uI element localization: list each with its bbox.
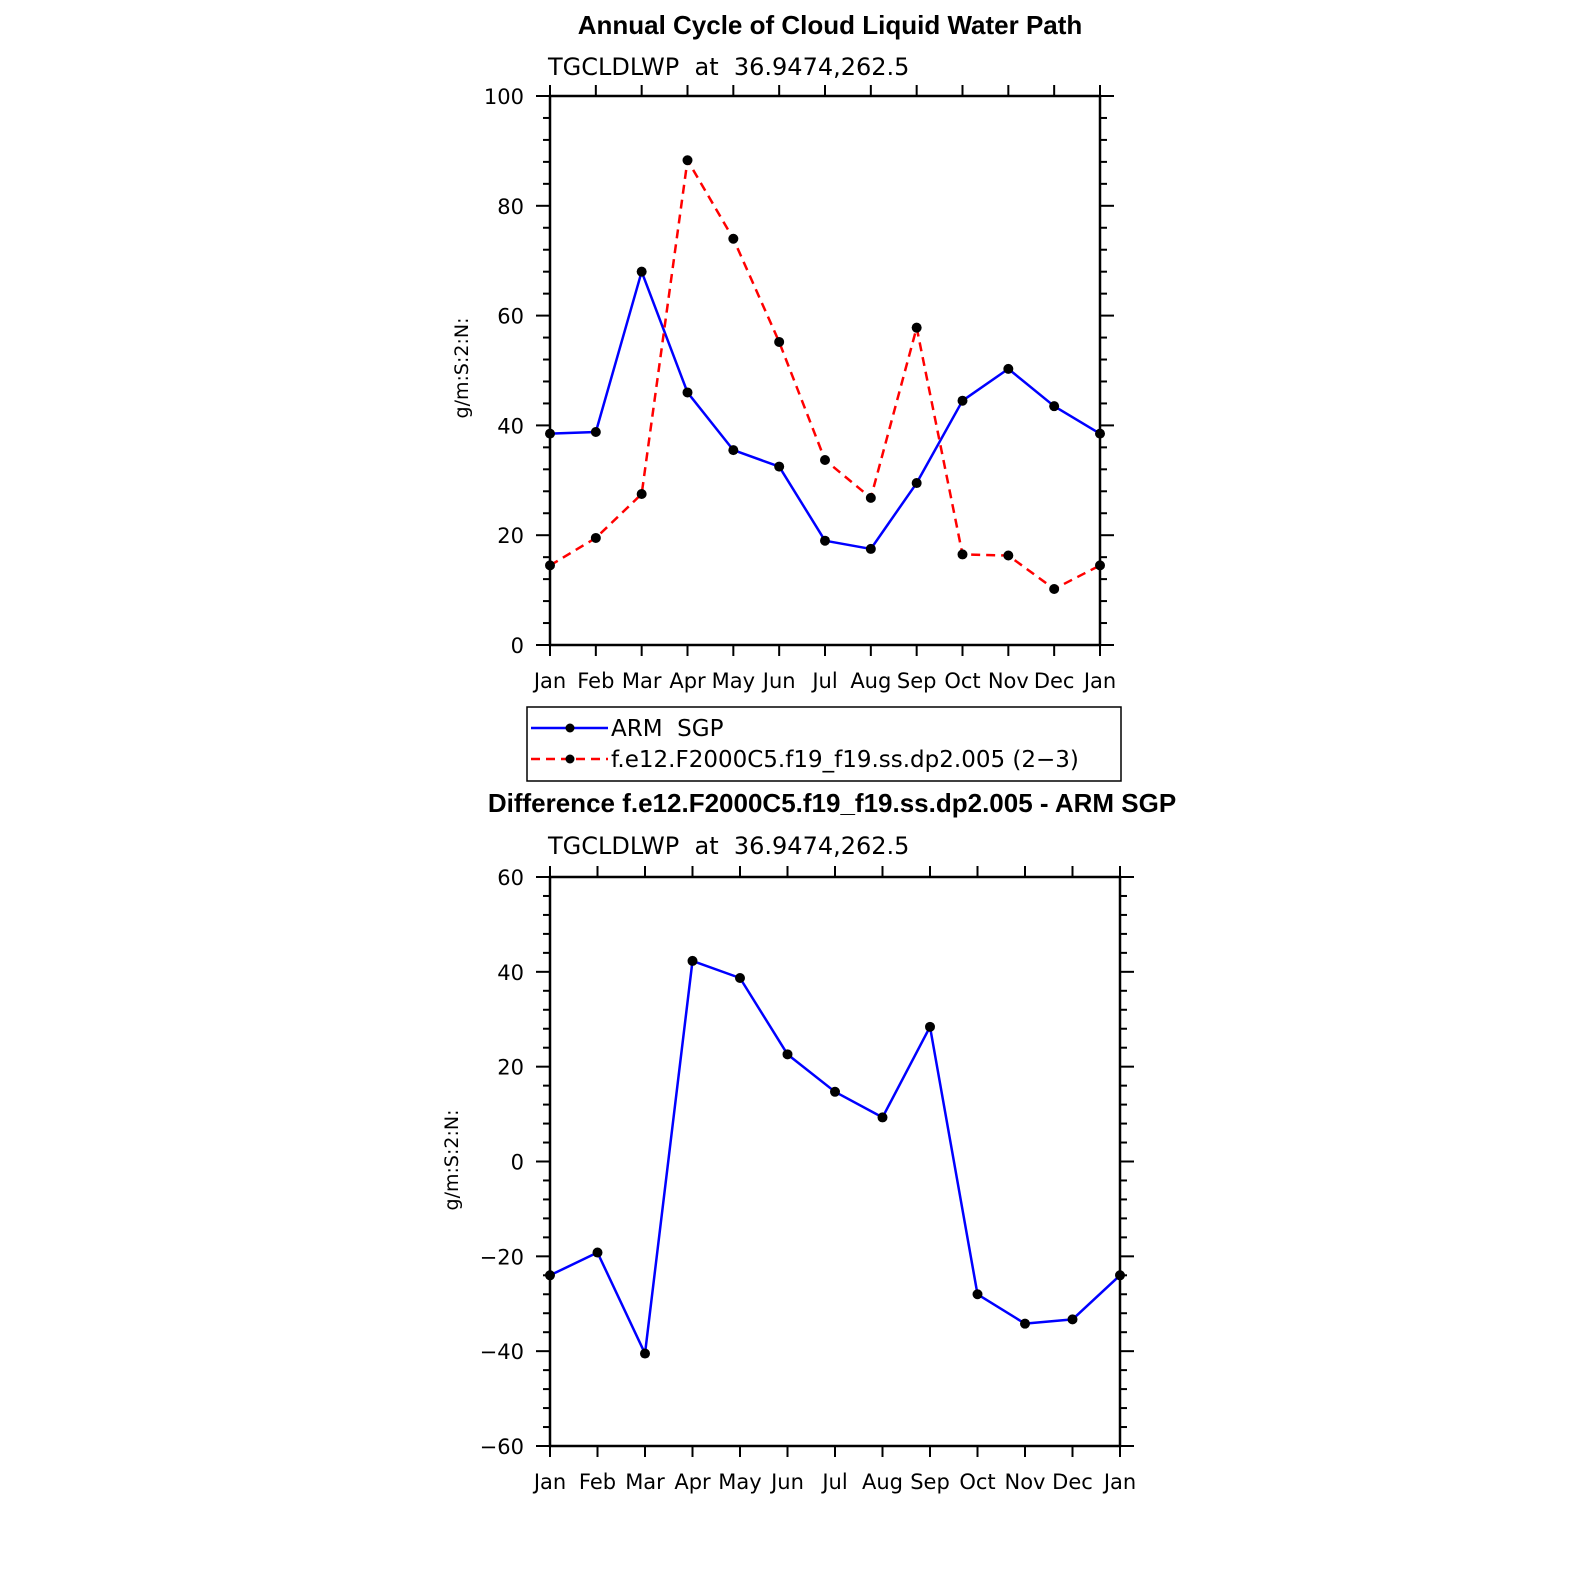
top-series-point-0: [728, 445, 739, 456]
bottom-plot-frame: [548, 875, 1122, 1448]
top-ytick-label: 60: [497, 305, 524, 329]
top-series-point-0: [911, 478, 922, 489]
bottom-xtick-label: Apr: [674, 1470, 711, 1494]
top-series-point-1: [1003, 550, 1014, 561]
top-series-point-1: [590, 532, 601, 543]
top-series-point-1: [957, 549, 968, 560]
top-series-point-1: [636, 489, 647, 500]
bottom-ytick-label: −40: [480, 1340, 524, 1364]
legend-box: [526, 706, 1122, 782]
bottom-xtick-label: Dec: [1052, 1470, 1093, 1494]
top-chart-title: Annual Cycle of Cloud Liquid Water Path: [578, 10, 1083, 40]
bottom-series-point-0: [687, 955, 698, 966]
legend-label-model: f.e12.F2000C5.f19_f19.ss.dp2.005 (2−3): [611, 747, 1079, 773]
bottom-series-point-0: [735, 972, 745, 983]
top-series-point-0: [774, 461, 785, 472]
legend-marker-model: [565, 754, 575, 764]
bottom-xtick-label: Jul: [820, 1470, 847, 1494]
bottom-ytick-label: −20: [480, 1245, 524, 1269]
top-series-point-1: [1049, 584, 1060, 595]
bottom-series-point-0: [545, 1270, 555, 1281]
bottom-series-point-0: [1067, 1314, 1078, 1325]
bottom-chart-ylabel: g/m:S:2:N:: [441, 1110, 463, 1211]
top-series-point-0: [636, 266, 647, 277]
bottom-xtick-label: Aug: [862, 1470, 903, 1494]
top-xtick-label: Jan: [1082, 669, 1116, 693]
bottom-series-line-0: [549, 959, 1121, 1355]
bottom-series-point-0: [592, 1247, 603, 1258]
top-xtick-label: Jun: [761, 669, 796, 693]
bottom-chart-plot: Jan Feb Mar Apr May Jun Jul Aug Sep Oct Nov Dec Jan−…: [480, 866, 1136, 1494]
bottom-chart-title: Difference f.e12.F2000C5.f19_f19.ss.dp2.…: [488, 788, 1176, 818]
top-series-point-1: [820, 454, 830, 465]
bottom-series-point-0: [1020, 1318, 1030, 1329]
bottom-xtick-label: Jan: [532, 1470, 566, 1494]
bottom-ytick-label: 20: [497, 1056, 524, 1080]
bottom-series-point-0: [925, 1021, 935, 1032]
top-xtick-label: Jan: [532, 669, 566, 693]
top-ytick-label: 80: [497, 195, 524, 219]
bottom-series-point-0: [1115, 1270, 1125, 1281]
top-ytick-label: 40: [497, 414, 524, 438]
top-series-point-0: [957, 395, 968, 406]
top-ytick-label: 100: [484, 85, 524, 109]
bottom-xtick-label: Mar: [625, 1470, 665, 1494]
top-xtick-label: Feb: [577, 669, 614, 693]
bottom-xtick-label: Feb: [579, 1470, 616, 1494]
bottom-ytick-label: −60: [480, 1435, 524, 1459]
top-series-point-0: [1003, 363, 1014, 374]
bottom-chart-subtitle: TGCLDLWP at 36.9474,262.5: [547, 832, 909, 860]
top-series-line-0: [549, 270, 1101, 551]
top-series-point-1: [545, 560, 555, 571]
top-xtick-label: Dec: [1034, 669, 1075, 693]
top-series-point-0: [1095, 428, 1105, 439]
top-series-point-1: [774, 336, 785, 347]
bottom-ytick-label: 0: [511, 1151, 524, 1175]
top-xtick-label: Aug: [850, 669, 891, 693]
top-series-point-0: [590, 426, 601, 437]
top-series-point-0: [682, 387, 693, 398]
top-chart-subtitle: TGCLDLWP at 36.9474,262.5: [547, 53, 909, 81]
bottom-ytick-label: 60: [497, 866, 524, 890]
top-series-point-1: [911, 322, 922, 333]
bottom-ytick-label: 40: [497, 961, 524, 985]
top-series-point-0: [820, 535, 830, 546]
bottom-xtick-label: Nov: [1005, 1470, 1046, 1494]
top-series-point-0: [865, 543, 876, 554]
top-series-point-1: [728, 233, 739, 244]
top-xtick-label: Mar: [622, 669, 662, 693]
bottom-series-point-0: [782, 1049, 793, 1060]
top-xtick-label: May: [712, 669, 755, 693]
top-xtick-label: Jul: [810, 669, 837, 693]
top-series-point-1: [865, 492, 876, 503]
bottom-xtick-label: Oct: [959, 1470, 995, 1494]
bottom-series-point-0: [640, 1348, 650, 1359]
bottom-xtick-label: May: [718, 1470, 761, 1494]
top-xtick-label: Apr: [669, 669, 706, 693]
top-xtick-label: Oct: [944, 669, 980, 693]
top-ytick-label: 20: [497, 524, 524, 548]
top-series-point-0: [545, 428, 555, 439]
bottom-xtick-label: Jan: [1102, 1470, 1136, 1494]
top-chart-ylabel: g/m:S:2:N:: [451, 318, 473, 419]
legend-label-arm: ARM SGP: [611, 716, 724, 742]
top-xtick-label: Nov: [988, 669, 1029, 693]
legend: ARM SGP f.e12.F2000C5.f19_f19.ss.dp2.005…: [526, 706, 1122, 782]
top-chart-plot: Jan Feb Mar Apr May Jun Jul Aug Sep Oct Nov Dec Jan 0…: [484, 85, 1116, 693]
top-series-point-0: [1049, 401, 1060, 412]
bottom-xtick-label: Sep: [910, 1470, 950, 1494]
top-series-point-1: [682, 155, 693, 166]
bottom-series-point-0: [972, 1289, 983, 1300]
top-series-line-1: [549, 158, 1101, 591]
top-series-point-1: [1095, 560, 1105, 571]
top-xtick-label: Sep: [897, 669, 937, 693]
bottom-series-point-0: [830, 1086, 840, 1097]
bottom-xtick-label: Jun: [769, 1470, 804, 1494]
bottom-series-point-0: [877, 1112, 888, 1123]
legend-marker-arm: [565, 723, 575, 733]
top-ytick-label: 0: [511, 634, 524, 658]
